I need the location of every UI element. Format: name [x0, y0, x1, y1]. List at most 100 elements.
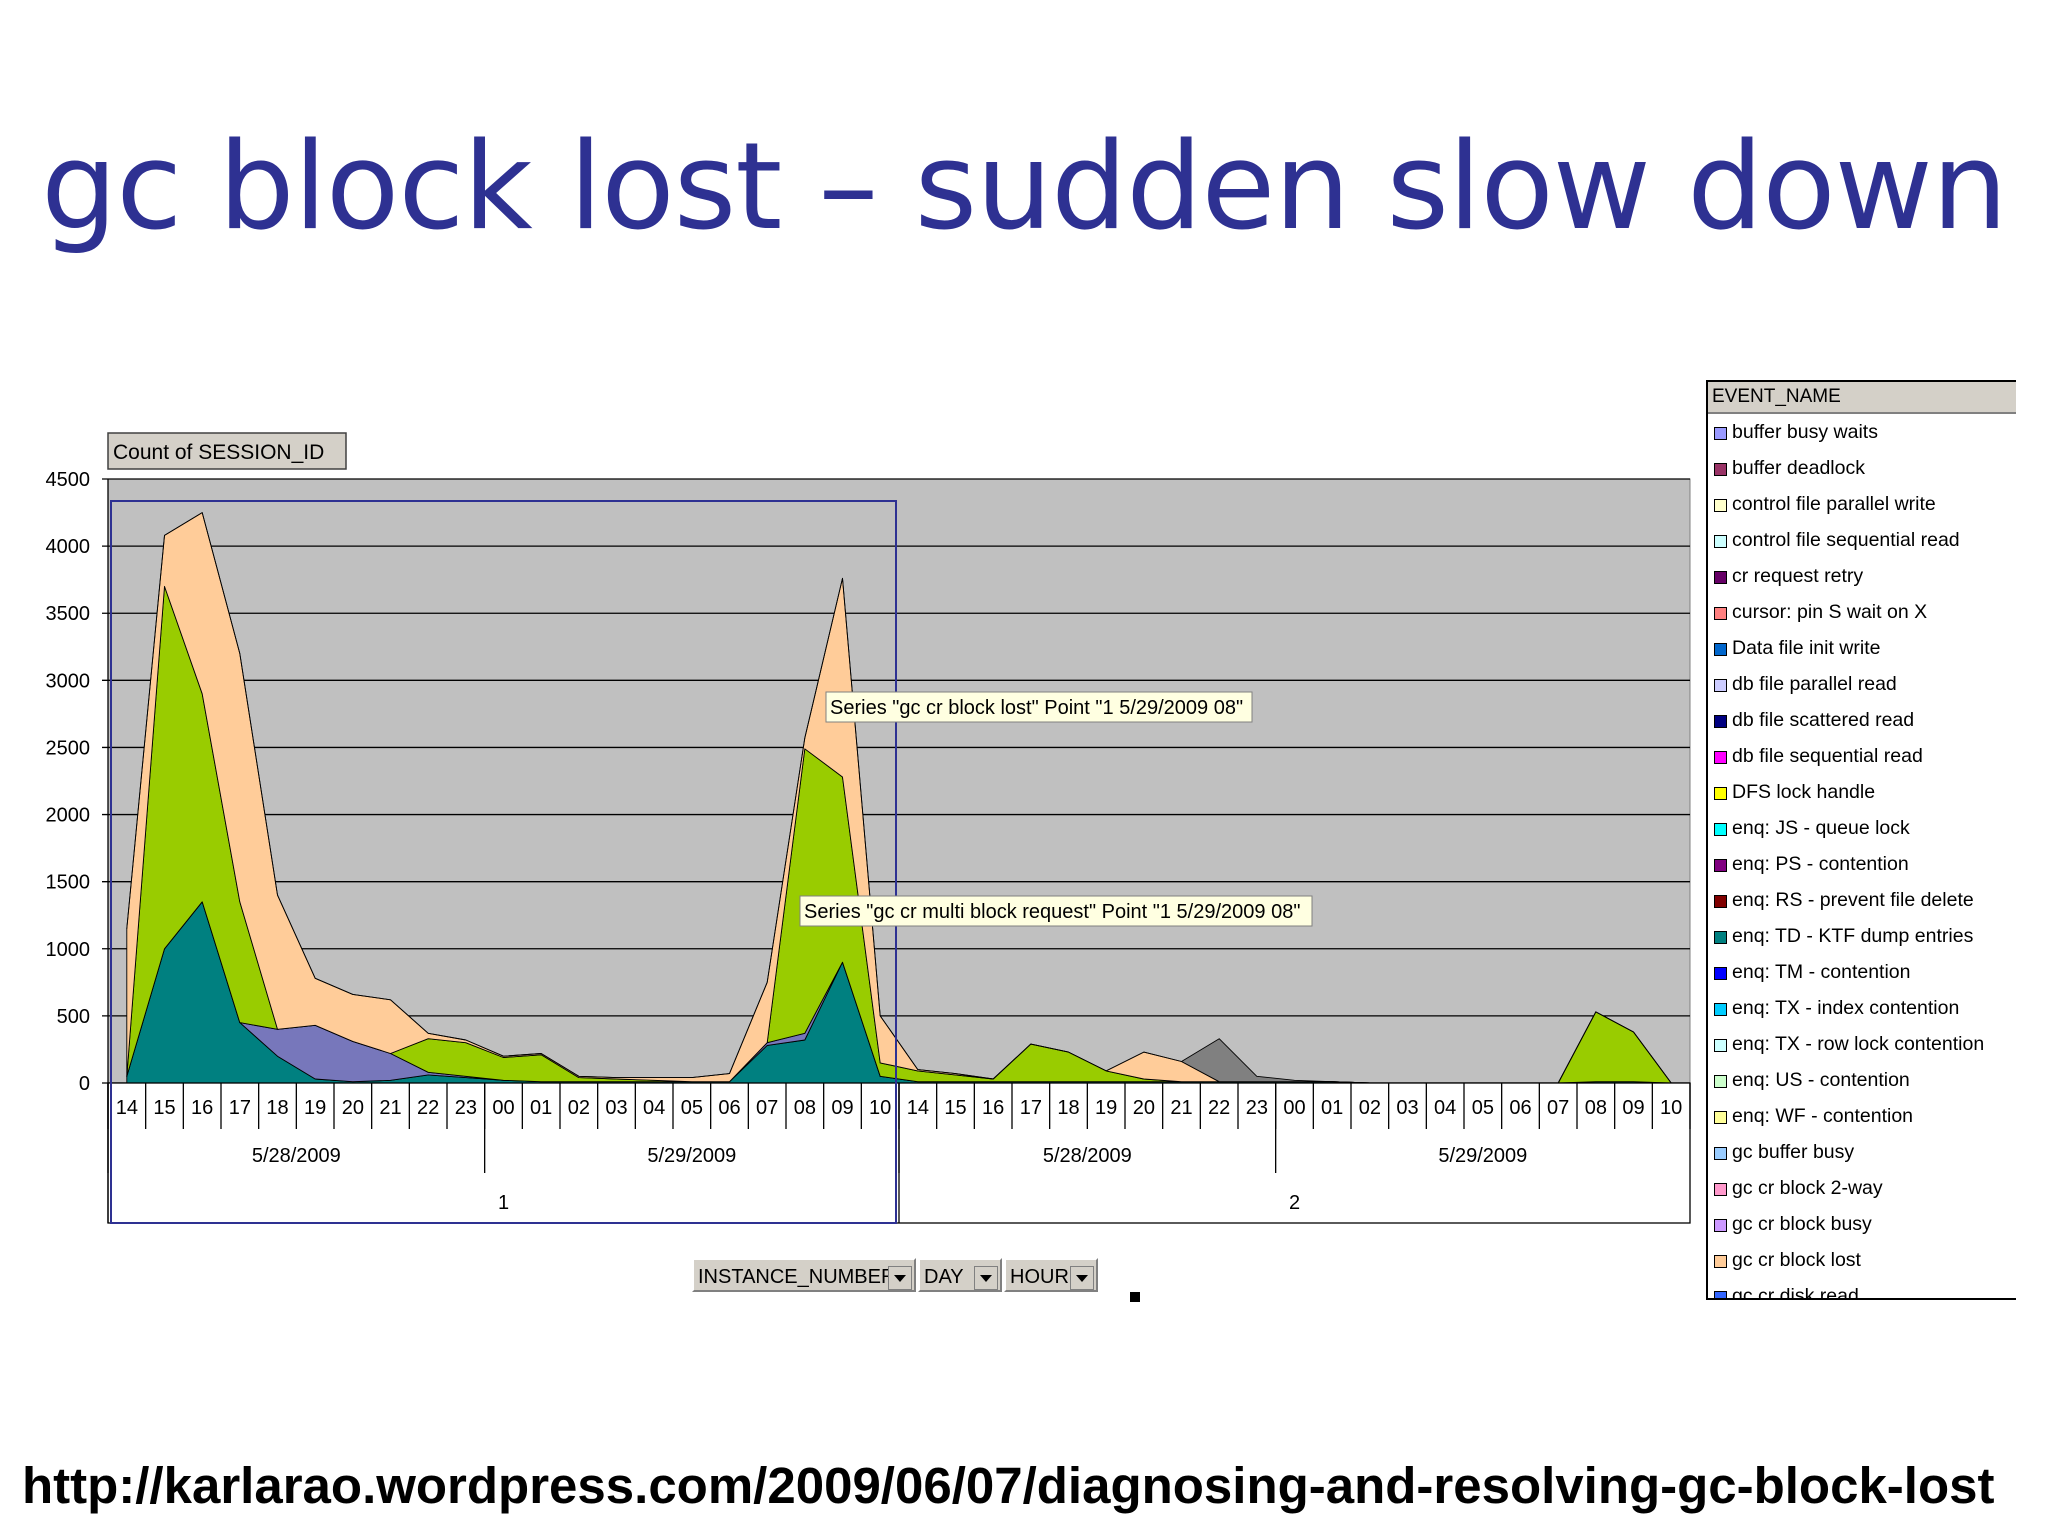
legend-swatch [1714, 1291, 1727, 1298]
x-tick-label: 14 [907, 1097, 929, 1119]
x-tick-label: 10 [1660, 1097, 1682, 1119]
legend-item: gc buffer busy [1708, 1134, 2016, 1170]
legend-swatch [1714, 1147, 1727, 1160]
legend-swatch [1714, 463, 1727, 476]
y-tick-label: 2500 [46, 737, 91, 759]
legend-label: gc cr disk read [1732, 1285, 1859, 1300]
legend-swatch [1714, 751, 1727, 764]
x-tick-label: 14 [116, 1097, 138, 1119]
legend-swatch [1714, 931, 1727, 944]
legend-item: enq: TX - row lock contention [1708, 1026, 2016, 1062]
legend-swatch [1714, 1111, 1727, 1124]
legend-item: enq: TD - KTF dump entries [1708, 918, 2016, 954]
x-tick-label: 15 [944, 1097, 966, 1119]
x-tick-label: 01 [530, 1097, 552, 1119]
instance-label: 1 [498, 1192, 509, 1214]
chevron-down-icon[interactable] [888, 1266, 912, 1290]
legend-swatch [1714, 499, 1727, 512]
x-tick-label: 15 [153, 1097, 175, 1119]
x-tick-label: 19 [304, 1097, 326, 1119]
legend-label: enq: TM - contention [1732, 961, 1911, 983]
legend-item: db file sequential read [1708, 738, 2016, 774]
source-url[interactable]: http://karlarao.wordpress.com/2009/06/07… [22, 1457, 1995, 1514]
legend-item: control file sequential read [1708, 522, 2016, 558]
x-tick-label: 07 [756, 1097, 778, 1119]
x-tick-label: 22 [417, 1097, 439, 1119]
legend-swatch [1714, 427, 1727, 440]
chevron-down-icon[interactable] [1070, 1266, 1094, 1290]
legend-item: enq: JS - queue lock [1708, 810, 2016, 846]
hour-field-button[interactable]: HOUR [1004, 1258, 1098, 1292]
x-tick-label: 19 [1095, 1097, 1117, 1119]
day-field-button[interactable]: DAY [918, 1258, 1002, 1292]
chevron-down-icon[interactable] [974, 1266, 998, 1290]
x-tick-label: 21 [1170, 1097, 1192, 1119]
legend-title[interactable]: EVENT_NAME [1708, 382, 2016, 414]
day-label: 5/28/2009 [252, 1145, 341, 1167]
legend-swatch [1714, 967, 1727, 980]
legend-item: gc cr block busy [1708, 1206, 2016, 1242]
legend-panel[interactable]: EVENT_NAME buffer busy waits buffer deadl… [1706, 380, 2016, 1300]
y-tick-label: 3500 [46, 603, 91, 625]
legend-item: cursor: pin S wait on X [1708, 594, 2016, 630]
legend-swatch [1714, 607, 1727, 620]
legend-item: DFS lock handle [1708, 774, 2016, 810]
x-tick-label: 20 [342, 1097, 364, 1119]
legend-label: db file parallel read [1732, 673, 1897, 695]
y-tick-label: 1000 [46, 939, 91, 961]
x-tick-label: 10 [869, 1097, 891, 1119]
x-tick-label: 16 [982, 1097, 1004, 1119]
legend-label: enq: TD - KTF dump entries [1732, 925, 1974, 947]
legend-item: gc cr block 2-way [1708, 1170, 2016, 1206]
legend-item: buffer busy waits [1708, 414, 2016, 450]
x-tick-label: 18 [266, 1097, 288, 1119]
x-tick-label: 08 [1585, 1097, 1607, 1119]
x-tick-label: 02 [568, 1097, 590, 1119]
x-tick-label: 03 [605, 1097, 627, 1119]
legend-label: cr request retry [1732, 565, 1864, 587]
legend-item: db file parallel read [1708, 666, 2016, 702]
legend-item: gc cr block lost [1708, 1242, 2016, 1278]
legend-swatch [1714, 1003, 1727, 1016]
legend-swatch [1714, 1183, 1727, 1196]
x-tick-label: 21 [379, 1097, 401, 1119]
x-tick-label: 04 [643, 1097, 665, 1119]
x-tick-label: 08 [794, 1097, 816, 1119]
legend-item: db file scattered read [1708, 702, 2016, 738]
day-field-label: DAY [924, 1266, 964, 1288]
x-tick-label: 09 [1622, 1097, 1644, 1119]
legend-label: enq: PS - contention [1732, 853, 1909, 875]
legend-label: enq: TX - row lock contention [1732, 1033, 1985, 1055]
x-tick-label: 05 [1472, 1097, 1494, 1119]
data-field-button [107, 432, 347, 470]
legend-item: Data file init write [1708, 630, 2016, 666]
y-tick-label: 4000 [46, 536, 91, 558]
legend-label: gc cr block busy [1732, 1213, 1872, 1235]
legend-item: enq: TM - contention [1708, 954, 2016, 990]
legend-label: buffer busy waits [1732, 421, 1878, 443]
x-tick-label: 01 [1321, 1097, 1343, 1119]
legend-label: gc buffer busy [1732, 1141, 1855, 1163]
legend-item: buffer deadlock [1708, 450, 2016, 486]
selection-box [110, 500, 897, 1224]
legend-label: control file sequential read [1732, 529, 1960, 551]
legend-label: enq: RS - prevent file delete [1732, 889, 1974, 911]
legend-label: db file scattered read [1732, 709, 1915, 731]
x-tick-label: 20 [1133, 1097, 1155, 1119]
legend-swatch [1714, 1219, 1727, 1232]
legend-label: enq: TX - index contention [1732, 997, 1960, 1019]
legend-item: enq: PS - contention [1708, 846, 2016, 882]
legend-label: gc cr block 2-way [1732, 1177, 1883, 1199]
x-tick-label: 04 [1434, 1097, 1456, 1119]
legend-label: control file parallel write [1732, 493, 1936, 515]
plot-area [107, 478, 1691, 1084]
instance-number-field-button[interactable]: INSTANCE_NUMBER [692, 1258, 916, 1292]
day-label: 5/28/2009 [1043, 1145, 1132, 1167]
slide-title: gc block lost – sudden slow down [41, 118, 2008, 257]
x-tick-label: 03 [1396, 1097, 1418, 1119]
x-tick-label: 17 [1020, 1097, 1042, 1119]
x-tick-label: 02 [1359, 1097, 1381, 1119]
x-tick-label: 06 [718, 1097, 740, 1119]
legend-swatch [1714, 1255, 1727, 1268]
day-label: 5/29/2009 [647, 1145, 736, 1167]
